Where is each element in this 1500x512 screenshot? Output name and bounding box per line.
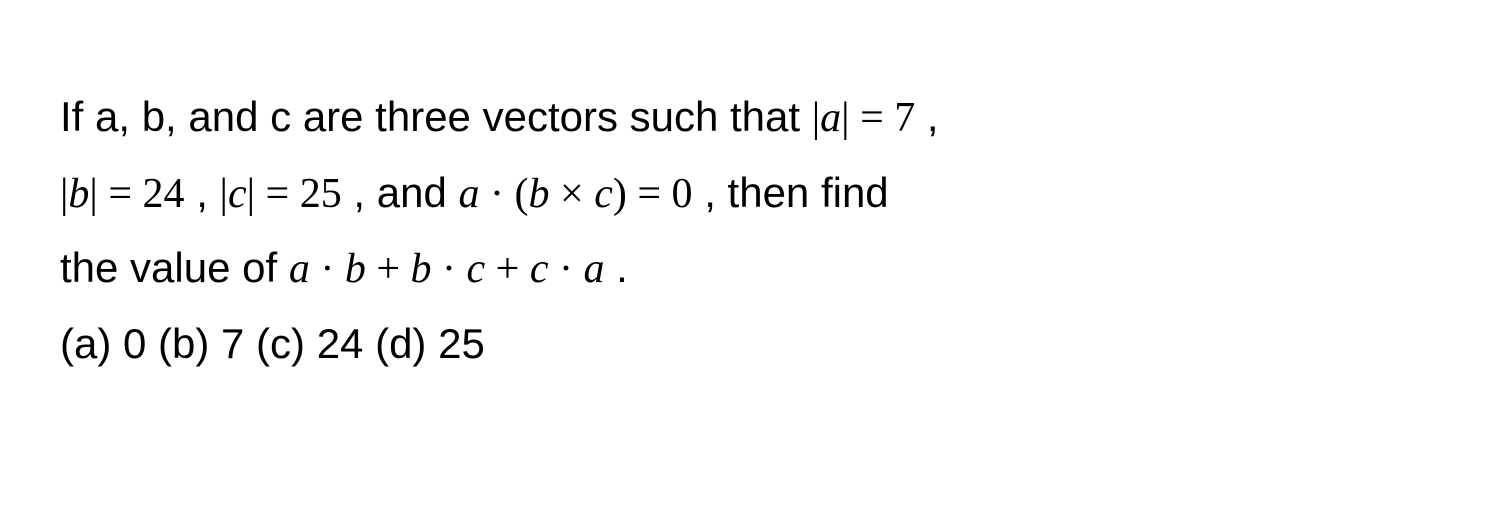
math-problem: If a, b, and c are three vectors such th… — [60, 80, 1440, 380]
eq-1: = — [850, 95, 895, 141]
dot-2: · — [310, 246, 345, 292]
expr-end: . — [605, 244, 628, 291]
abs-open-1: | — [812, 95, 820, 141]
answer-options: (a) 0 (b) 7 (c) 24 (d) 25 — [60, 320, 485, 367]
dot-1: · — [480, 171, 515, 217]
var-b-3: b — [345, 246, 366, 292]
cross-op: × — [550, 171, 595, 217]
eq-3: = — [255, 171, 300, 217]
eq-2: = — [98, 171, 143, 217]
var-c-4: c — [530, 246, 549, 292]
abs-close-3: | — [247, 171, 255, 217]
var-c-2: c — [594, 171, 613, 217]
var-a-3: a — [289, 246, 310, 292]
var-c-1: c — [228, 171, 247, 217]
var-a-1: a — [820, 95, 841, 141]
line-1: If a, b, and c are three vectors such th… — [60, 80, 1440, 156]
var-b-1: b — [68, 171, 89, 217]
mid-text: the value of — [60, 244, 289, 291]
line-2: |b| = 24 , |c| = 25 , and a · (b × c) = … — [60, 156, 1440, 232]
abs-close-1: | — [841, 95, 849, 141]
val-7: 7 — [894, 95, 915, 141]
line-3: the value of a · b + b · c + c · a . — [60, 231, 1440, 307]
val-0: 0 — [672, 171, 693, 217]
var-a-2: a — [459, 171, 480, 217]
line-4: (a) 0 (b) 7 (c) 24 (d) 25 — [60, 307, 1440, 381]
abs-close-2: | — [89, 171, 97, 217]
var-b-4: b — [411, 246, 432, 292]
eq-4: = — [627, 171, 672, 217]
paren-close: ) — [613, 171, 627, 217]
plus-1: + — [366, 246, 411, 292]
sep-2: , — [185, 169, 220, 216]
sep-4: , then find — [693, 169, 889, 216]
dot-3: · — [432, 246, 467, 292]
plus-2: + — [485, 246, 530, 292]
dot-4: · — [549, 246, 584, 292]
val-24: 24 — [143, 171, 185, 217]
var-c-3: c — [467, 246, 486, 292]
val-25: 25 — [300, 171, 342, 217]
abs-open-3: | — [220, 171, 228, 217]
intro-text: If a, b, and c are three vectors such th… — [60, 93, 812, 140]
sep-1: , — [915, 93, 938, 140]
sep-3: , and — [342, 169, 459, 216]
var-b-2: b — [529, 171, 550, 217]
var-a-4: a — [584, 246, 605, 292]
paren-open: ( — [515, 171, 529, 217]
